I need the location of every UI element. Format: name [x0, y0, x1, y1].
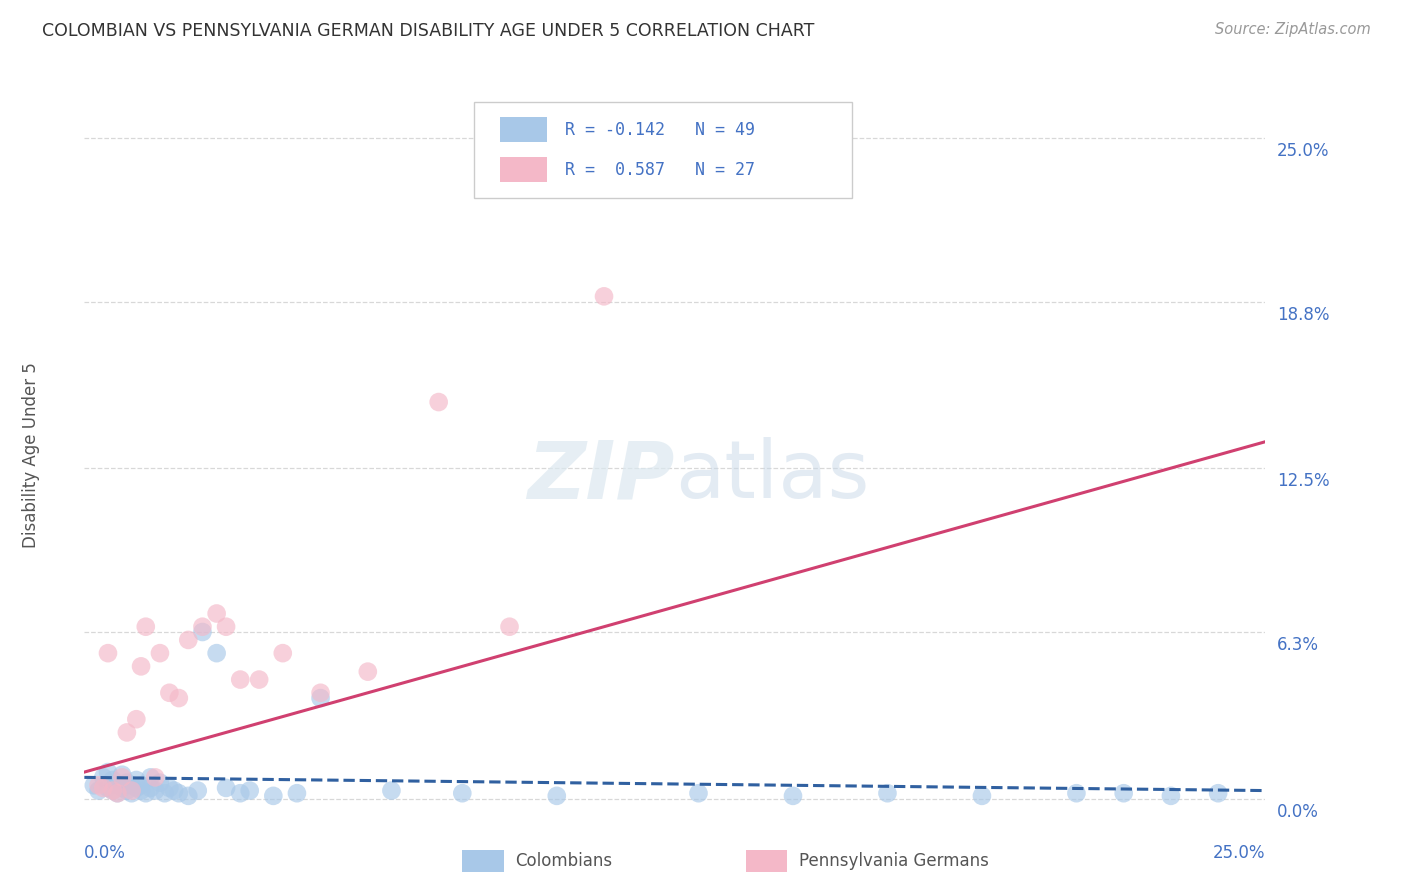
Point	[191, 620, 214, 634]
Point	[187, 783, 209, 797]
Point	[129, 659, 152, 673]
Point	[129, 783, 152, 797]
Text: Colombians: Colombians	[516, 852, 613, 870]
Point	[121, 778, 143, 792]
Point	[149, 646, 172, 660]
Point	[115, 783, 138, 797]
Text: ZIP: ZIP	[527, 437, 675, 516]
Point	[139, 780, 162, 795]
Point	[97, 765, 120, 780]
Text: 25.0%: 25.0%	[1277, 142, 1330, 160]
Point	[101, 772, 124, 787]
Point	[157, 686, 180, 700]
Point	[167, 786, 190, 800]
Point	[111, 780, 134, 795]
Point	[135, 620, 157, 634]
Point	[97, 780, 120, 795]
Point	[427, 395, 450, 409]
Point	[177, 632, 200, 647]
FancyBboxPatch shape	[463, 849, 503, 872]
Point	[1160, 789, 1182, 803]
Text: COLOMBIAN VS PENNSYLVANIA GERMAN DISABILITY AGE UNDER 5 CORRELATION CHART: COLOMBIAN VS PENNSYLVANIA GERMAN DISABIL…	[42, 22, 814, 40]
Point	[262, 789, 284, 803]
Point	[101, 783, 124, 797]
Point	[107, 786, 129, 800]
Point	[101, 783, 124, 797]
Point	[149, 775, 172, 789]
Point	[115, 775, 138, 789]
Point	[163, 783, 186, 797]
Point	[546, 789, 568, 803]
Point	[87, 783, 110, 797]
Point	[215, 780, 238, 795]
Point	[205, 607, 228, 621]
Point	[121, 786, 143, 800]
Text: 0.0%: 0.0%	[84, 844, 127, 862]
Text: Pennsylvania Germans: Pennsylvania Germans	[799, 852, 988, 870]
FancyBboxPatch shape	[745, 849, 787, 872]
FancyBboxPatch shape	[501, 157, 547, 182]
Point	[107, 786, 129, 800]
Point	[121, 783, 143, 797]
Text: R = -0.142   N = 49: R = -0.142 N = 49	[565, 121, 755, 139]
Text: Source: ZipAtlas.com: Source: ZipAtlas.com	[1215, 22, 1371, 37]
Point	[139, 770, 162, 784]
Point	[125, 780, 148, 795]
Point	[143, 770, 166, 784]
Point	[1206, 786, 1229, 800]
Text: 6.3%: 6.3%	[1277, 636, 1319, 654]
Point	[357, 665, 380, 679]
Point	[309, 686, 332, 700]
Point	[380, 783, 402, 797]
Point	[111, 770, 134, 784]
Point	[97, 646, 120, 660]
Point	[451, 786, 474, 800]
Text: 18.8%: 18.8%	[1277, 306, 1330, 324]
Text: 12.5%: 12.5%	[1277, 473, 1330, 491]
Point	[271, 646, 294, 660]
Point	[229, 786, 252, 800]
Point	[215, 620, 238, 634]
Point	[593, 289, 616, 303]
Text: 0.0%: 0.0%	[1277, 803, 1319, 821]
Point	[153, 786, 176, 800]
Point	[125, 772, 148, 787]
Point	[167, 691, 190, 706]
Point	[157, 780, 180, 795]
Point	[1066, 786, 1088, 800]
Point	[782, 789, 804, 803]
Point	[115, 725, 138, 739]
Text: Disability Age Under 5: Disability Age Under 5	[22, 362, 41, 548]
Point	[125, 712, 148, 726]
Text: 25.0%: 25.0%	[1213, 844, 1265, 862]
Point	[111, 768, 134, 782]
Point	[129, 778, 152, 792]
FancyBboxPatch shape	[474, 102, 852, 198]
Point	[229, 673, 252, 687]
Point	[91, 780, 114, 795]
FancyBboxPatch shape	[501, 118, 547, 143]
Point	[205, 646, 228, 660]
Point	[970, 789, 993, 803]
Point	[107, 778, 129, 792]
Point	[87, 778, 110, 792]
Text: atlas: atlas	[675, 437, 869, 516]
Point	[309, 691, 332, 706]
Point	[247, 673, 270, 687]
Point	[239, 783, 262, 797]
Point	[143, 783, 166, 797]
Point	[135, 786, 157, 800]
Point	[83, 778, 105, 792]
Point	[177, 789, 200, 803]
Text: R =  0.587   N = 27: R = 0.587 N = 27	[565, 161, 755, 178]
Point	[1112, 786, 1135, 800]
Point	[688, 786, 710, 800]
Point	[876, 786, 898, 800]
Point	[91, 770, 114, 784]
Point	[191, 625, 214, 640]
Point	[285, 786, 308, 800]
Point	[498, 620, 520, 634]
